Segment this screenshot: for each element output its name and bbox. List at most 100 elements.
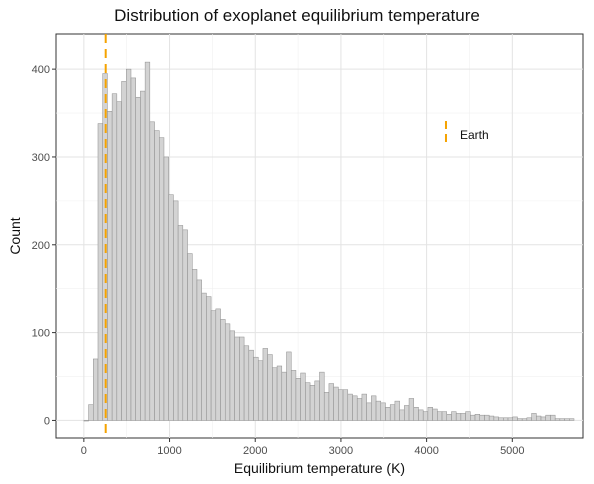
histogram-bar — [149, 121, 155, 421]
histogram-bar — [111, 93, 118, 421]
histogram-bar — [300, 372, 306, 421]
histogram-bar — [550, 414, 556, 421]
histogram-bar — [196, 279, 202, 421]
histogram-bar — [328, 383, 334, 421]
histogram-bar — [470, 414, 476, 421]
histogram-bar — [375, 400, 382, 421]
y-tick-label: 400 — [32, 64, 50, 76]
histogram-bar — [512, 416, 518, 421]
histogram-bar — [399, 409, 405, 421]
histogram-bar — [83, 420, 89, 422]
histogram-bar — [559, 418, 565, 421]
histogram-bar — [163, 156, 169, 421]
histogram-bar — [135, 96, 141, 421]
histogram-bars — [83, 61, 575, 422]
histogram-bar — [564, 418, 570, 421]
histogram-bar — [422, 411, 429, 421]
histogram-bar — [521, 418, 528, 421]
histogram-bar — [93, 358, 99, 421]
histogram-bar — [319, 371, 325, 421]
histogram-bar — [257, 360, 264, 421]
histogram-bar — [154, 130, 160, 421]
histogram-bar — [97, 123, 103, 421]
histogram-bar — [540, 416, 546, 421]
histogram-bar — [253, 356, 259, 421]
histogram-bar — [309, 385, 316, 421]
histogram-bar — [451, 411, 457, 421]
x-tick-label: 2000 — [243, 445, 267, 457]
y-tick-label: 0 — [44, 415, 50, 427]
histogram-bar — [305, 382, 311, 421]
histogram-bar — [479, 414, 485, 421]
histogram-bar — [356, 398, 363, 421]
x-tick-label: 1000 — [157, 445, 181, 457]
histogram-bar — [404, 405, 410, 421]
histogram-bar — [248, 349, 254, 421]
legend-label-earth: Earth — [460, 128, 489, 142]
histogram-bar — [503, 417, 509, 421]
histogram-bar — [371, 395, 377, 421]
histogram-bar — [201, 292, 207, 421]
histogram-bar — [441, 411, 448, 421]
histogram-bar — [234, 336, 240, 421]
histogram-bar — [116, 101, 122, 421]
histogram-bar — [338, 389, 344, 421]
histogram-bar — [121, 81, 127, 421]
histogram-bar — [460, 413, 466, 421]
histogram-bar — [427, 407, 433, 421]
histogram-bar — [191, 269, 198, 421]
histogram-bar — [224, 323, 231, 421]
histogram-bar — [352, 395, 358, 421]
histogram-bar — [545, 414, 551, 421]
histogram-bar — [159, 137, 165, 421]
histogram-bar — [220, 319, 226, 421]
histogram-bar — [243, 345, 250, 421]
histogram-bar — [432, 408, 438, 421]
histogram-bar — [569, 418, 575, 421]
x-tick-label: 5000 — [500, 445, 524, 457]
histogram-bar — [182, 229, 188, 421]
histogram-bar — [239, 336, 245, 421]
axis-ticks: 0 1000 2000 3000 4000 5000 0 100 200 300 400 — [32, 64, 525, 457]
histogram-bar — [493, 416, 499, 421]
histogram-bar — [418, 409, 424, 421]
histogram-bar — [455, 413, 462, 421]
histogram-bar — [290, 370, 297, 421]
histogram-bar — [267, 354, 273, 421]
histogram-bar — [437, 411, 443, 421]
histogram-bar — [272, 367, 278, 421]
histogram-bar — [465, 411, 471, 421]
histogram-bar — [130, 77, 136, 421]
y-tick-label: 200 — [32, 240, 50, 252]
histogram-bar — [413, 407, 419, 421]
histogram-bar — [140, 90, 146, 421]
histogram-bar — [229, 330, 235, 421]
legend: Earth — [444, 121, 489, 145]
histogram-bar — [276, 365, 283, 421]
histogram-bar — [177, 225, 184, 421]
x-tick-label: 3000 — [329, 445, 353, 457]
histogram-bar — [498, 417, 504, 421]
histogram-bar — [394, 400, 400, 421]
histogram-bar — [526, 417, 532, 421]
y-tick-label: 100 — [32, 328, 50, 340]
histogram-bar — [484, 414, 490, 421]
histogram-bar — [342, 389, 349, 421]
histogram-bar — [168, 194, 174, 421]
histogram-bar — [173, 200, 179, 421]
histogram-bar — [215, 308, 221, 421]
histogram-bar — [474, 414, 480, 421]
histogram-bar — [210, 310, 217, 421]
histogram-bar — [323, 392, 330, 421]
histogram-bar — [554, 418, 561, 421]
histogram-bar — [314, 380, 320, 421]
histogram-bar — [366, 402, 372, 421]
histogram-bar — [262, 348, 268, 421]
histogram-bar — [347, 393, 353, 421]
x-tick-label: 0 — [81, 445, 87, 457]
histogram-bar — [380, 402, 386, 421]
histogram-bar — [531, 413, 537, 421]
histogram-bar — [281, 371, 287, 421]
chart-title: Distribution of exoplanet equilibrium te… — [114, 6, 480, 25]
